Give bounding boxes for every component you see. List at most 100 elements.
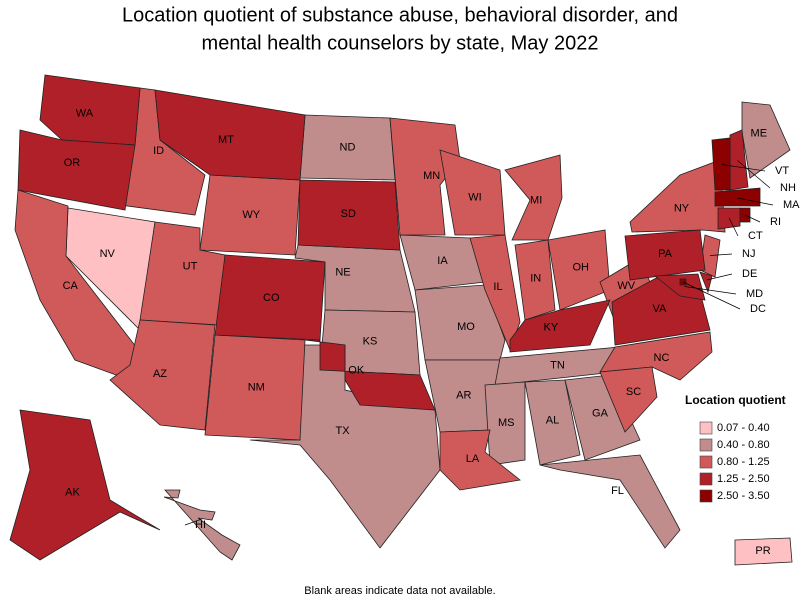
state-label: HI (195, 519, 206, 531)
state-shape (539, 454, 681, 549)
state-label: OH (573, 261, 590, 273)
leader-line (709, 253, 733, 256)
state-label: NJ (742, 248, 755, 260)
state-label: IL (493, 281, 502, 293)
state-shape (414, 284, 506, 361)
state-label: DE (742, 268, 757, 280)
state-shape (204, 334, 306, 441)
state-shape (297, 179, 401, 251)
state-label: KY (543, 322, 558, 334)
state-label: ME (751, 127, 768, 139)
legend-label: 0.80 - 1.25 (717, 456, 770, 468)
leader-line (184, 518, 203, 526)
leader-line (706, 273, 733, 281)
state-shape (389, 117, 461, 236)
state-label: LA (466, 453, 480, 465)
state-label: WA (76, 108, 94, 120)
state-label: ND (340, 142, 356, 154)
state-label: AK (65, 487, 80, 499)
legend-swatch (699, 472, 713, 486)
legend: 0.07 - 0.40 0.40 - 0.80 0.80 - 1.25 1.25 - … (699, 421, 770, 503)
legend-swatch (699, 489, 713, 503)
state-label: NE (335, 267, 350, 279)
state-label: GA (592, 408, 609, 420)
state-shape (734, 537, 793, 566)
state-label: RI (770, 216, 781, 228)
state-shape (599, 366, 658, 433)
legend-label: 2.50 - 3.50 (717, 490, 770, 502)
state-label: NY (674, 202, 690, 214)
state-shape (624, 229, 706, 281)
state-shape (17, 129, 136, 211)
state-label: VT (775, 165, 789, 177)
state-label: MO (457, 321, 475, 333)
leader-line (721, 164, 766, 172)
state-label: OK (348, 365, 365, 377)
state-shape (514, 239, 556, 321)
state-shape (9, 409, 161, 561)
state-shape (154, 89, 306, 181)
state-label: MN (423, 170, 440, 182)
state-label: DC (750, 303, 766, 315)
state-label: SC (626, 386, 641, 398)
state-shape (524, 379, 581, 466)
leader-line (684, 286, 737, 295)
state-label: IN (530, 273, 541, 285)
state-label: NV (100, 248, 116, 260)
legend-label: 1.25 - 2.50 (717, 473, 770, 485)
state-shape (711, 137, 731, 191)
state-shape (439, 429, 521, 491)
state-label: KS (363, 336, 378, 348)
state-shape (304, 339, 436, 411)
state-label: NH (780, 182, 796, 194)
state-label: AZ (153, 368, 167, 380)
state-label: MD (746, 288, 763, 300)
legend-label: 0.07 - 0.40 (717, 422, 770, 434)
state-label: NM (248, 381, 265, 393)
state-label: MA (783, 199, 800, 211)
leader-line (737, 160, 771, 189)
state-label: WI (468, 191, 481, 203)
state-label: MS (498, 417, 515, 429)
state-shape (629, 159, 726, 233)
state-label: TN (550, 359, 565, 371)
footnote: Blank areas indicate data not available. (304, 585, 495, 597)
state-label: TX (335, 425, 350, 437)
state-label: IA (437, 255, 448, 267)
legend-swatch (699, 438, 713, 452)
leader-line (737, 197, 774, 206)
state-shape (653, 273, 706, 301)
state-label: FL (611, 485, 624, 497)
legend-swatch (699, 455, 713, 469)
state-label: CO (263, 292, 280, 304)
state-shape (699, 271, 713, 294)
state-label: AL (546, 414, 559, 426)
state-label: MT (218, 134, 234, 146)
leader-line (682, 281, 741, 310)
state-label: PR (755, 545, 770, 557)
state-label: AR (456, 389, 471, 401)
legend-title: Location quotient (685, 393, 786, 407)
state-shape (564, 374, 641, 461)
state-label: CA (63, 280, 79, 292)
state-label: VA (652, 303, 667, 315)
state-shape (714, 187, 761, 207)
state-label: WY (242, 209, 260, 221)
state-label: CT (748, 230, 763, 242)
state-label: MI (530, 194, 542, 206)
state-shape (741, 101, 791, 179)
state-label: NC (654, 352, 670, 364)
state-label: OR (64, 157, 81, 169)
state-shape (163, 489, 241, 561)
state-label: WV (617, 280, 635, 292)
legend-label: 0.40 - 0.80 (717, 439, 770, 451)
leader-line (744, 214, 761, 223)
leader-line (728, 217, 739, 237)
title-line: Location quotient of substance abuse, be… (122, 4, 678, 26)
state-shape (109, 319, 216, 431)
state-shape (509, 299, 611, 353)
title-line: mental health counselors by state, May 2… (202, 32, 599, 54)
state-label: UT (183, 261, 198, 273)
state-label: ID (153, 145, 164, 157)
